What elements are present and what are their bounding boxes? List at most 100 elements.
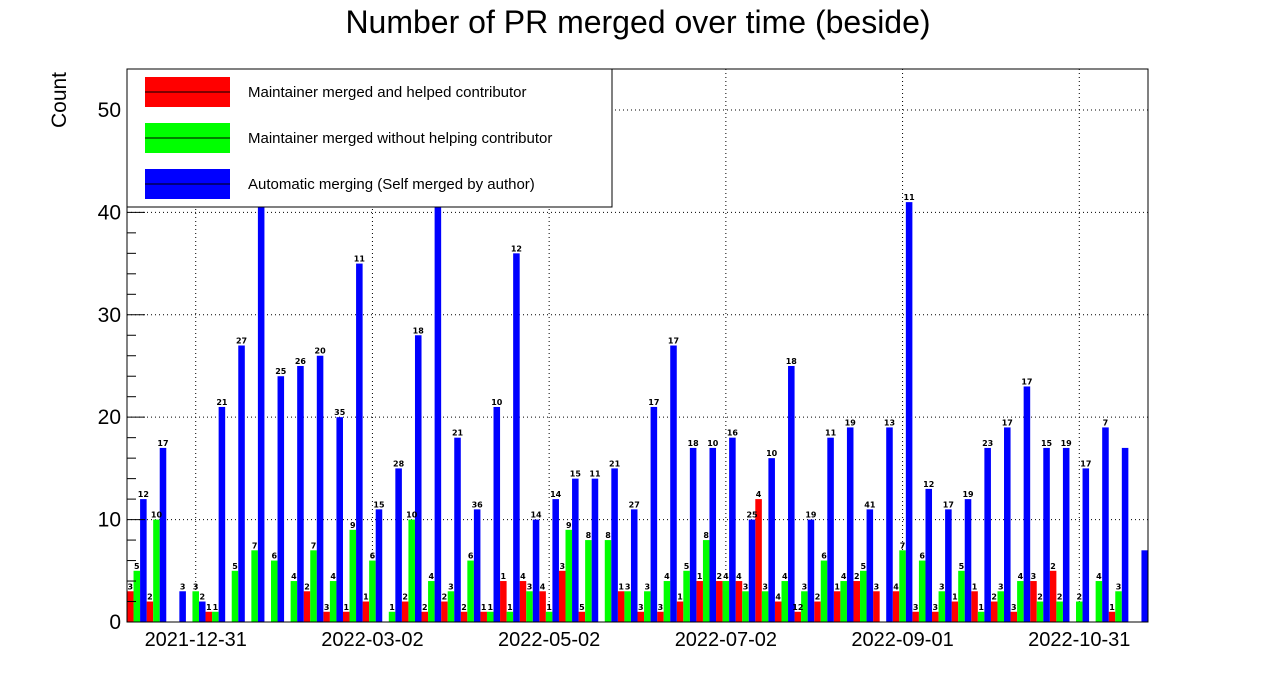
value-label: 17	[1080, 459, 1091, 468]
bar-automatic	[395, 468, 402, 622]
bar-automatic	[905, 202, 913, 622]
y-tick-label: 20	[98, 406, 121, 429]
bar-not-helped	[506, 611, 514, 622]
bar-automatic	[140, 499, 147, 622]
bar-not-helped	[604, 540, 612, 622]
bar-not-helped	[918, 560, 926, 622]
bar-helped	[421, 611, 429, 622]
value-label: 10	[406, 511, 418, 520]
bar-not-helped	[486, 611, 494, 622]
bar-not-helped	[644, 591, 651, 622]
value-label: 4	[893, 582, 899, 591]
value-label: 4	[775, 593, 781, 602]
bar-automatic	[964, 499, 972, 622]
value-label: 4	[540, 582, 546, 591]
value-label: 17	[1002, 418, 1013, 427]
bar-helped	[146, 601, 154, 622]
value-label: 6	[370, 552, 376, 561]
value-label: 3	[933, 603, 939, 612]
value-label: 4	[736, 572, 742, 581]
bar-helped	[205, 611, 213, 622]
bars	[127, 191, 1148, 623]
value-label: 12	[792, 603, 803, 612]
bar-automatic	[532, 519, 540, 622]
value-label: 25	[746, 511, 758, 520]
bar-automatic	[1043, 447, 1050, 622]
bar-helped	[480, 611, 487, 622]
value-label: 36	[472, 500, 484, 509]
bar-automatic	[650, 406, 658, 622]
value-label: 19	[962, 490, 974, 499]
bar-not-helped	[742, 591, 749, 622]
bar-automatic	[611, 468, 618, 622]
bar-helped	[912, 611, 919, 622]
legend-label: Automatic merging (Self merged by author…	[248, 176, 535, 193]
bar-automatic	[709, 447, 717, 622]
bar-automatic	[1062, 447, 1070, 622]
bar-helped	[362, 601, 370, 622]
bar-not-helped	[977, 611, 985, 622]
bar-not-helped	[1036, 601, 1044, 622]
value-label: 1	[978, 603, 984, 612]
bar-helped	[794, 611, 802, 622]
value-label: 14	[530, 511, 542, 520]
value-label: 11	[904, 193, 916, 202]
value-label: 3	[658, 603, 664, 612]
bar-automatic	[454, 437, 461, 622]
bar-not-helped	[663, 581, 671, 622]
value-label: 13	[884, 418, 895, 427]
bar-not-helped	[545, 611, 553, 622]
bar-not-helped	[781, 581, 789, 622]
bar-helped	[401, 601, 409, 622]
bar-helped	[539, 591, 546, 622]
value-label: 18	[688, 439, 700, 448]
value-label: 19	[1061, 439, 1073, 448]
bar-automatic	[473, 509, 481, 622]
value-label: 17	[648, 398, 659, 407]
bar-not-helped	[1095, 581, 1103, 622]
bar-helped	[696, 581, 703, 622]
value-label: 5	[861, 562, 867, 571]
value-label: 15	[373, 500, 385, 509]
value-label: 8	[586, 531, 592, 540]
bar-helped	[303, 591, 311, 622]
value-label: 3	[645, 582, 651, 591]
value-label: 1	[1109, 603, 1115, 612]
value-label: 1	[972, 582, 978, 591]
bar-helped	[127, 591, 134, 622]
bar-automatic	[984, 447, 991, 622]
x-tick-label: 2022-07-02	[675, 629, 777, 651]
bar-automatic	[866, 509, 874, 622]
value-label: 21	[609, 459, 621, 468]
value-label: 18	[413, 326, 425, 335]
bar-automatic	[179, 591, 186, 622]
value-label: 21	[452, 429, 464, 438]
value-label: 10	[766, 449, 778, 458]
value-label: 7	[1103, 418, 1109, 427]
legend-label: Maintainer merged without helping contri…	[248, 130, 552, 147]
value-label: 1	[834, 582, 840, 591]
bar-not-helped	[310, 550, 317, 622]
value-label: 10	[707, 439, 719, 448]
value-label: 5	[134, 562, 140, 571]
bar-not-helped	[683, 570, 690, 622]
bar-not-helped	[329, 581, 337, 622]
value-label: 23	[982, 439, 993, 448]
bar-not-helped	[467, 560, 474, 622]
value-label: 1	[546, 603, 552, 612]
value-label: 17	[668, 337, 679, 346]
value-label: 17	[943, 500, 954, 509]
value-label: 7	[900, 541, 906, 550]
y-axis-title: Count	[48, 72, 71, 128]
value-label: 4	[1018, 572, 1024, 581]
bar-not-helped	[1076, 601, 1083, 622]
value-label: 5	[684, 562, 690, 571]
value-label: 5	[579, 603, 585, 612]
value-label: 2	[304, 582, 310, 591]
value-label: 4	[723, 572, 729, 581]
bar-not-helped	[860, 570, 867, 622]
value-label: 4	[664, 572, 670, 581]
bar-not-helped	[133, 570, 141, 622]
value-label: 19	[805, 511, 817, 520]
value-label: 3	[527, 582, 533, 591]
